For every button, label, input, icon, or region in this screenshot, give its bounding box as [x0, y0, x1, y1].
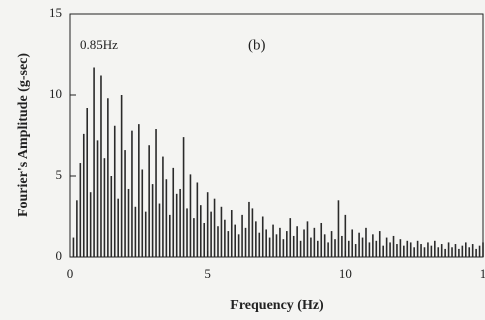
y-axis-label: Fourier's Amplitude (g-sec): [16, 53, 31, 217]
x-tick-label: 0: [67, 266, 74, 281]
y-tick-label: 5: [56, 167, 63, 182]
annotation: (b): [248, 37, 266, 53]
x-axis-label: Frequency (Hz): [230, 298, 324, 313]
x-tick-label: 1: [480, 266, 485, 281]
annotation: 0.85Hz: [80, 37, 118, 52]
plot-frame: [69, 13, 484, 258]
x-tick-label: 10: [339, 266, 352, 281]
y-tick-label: 10: [49, 86, 62, 101]
y-tick-label: 15: [49, 5, 62, 20]
y-tick-label: 0: [56, 248, 63, 263]
x-tick-label: 5: [204, 266, 211, 281]
